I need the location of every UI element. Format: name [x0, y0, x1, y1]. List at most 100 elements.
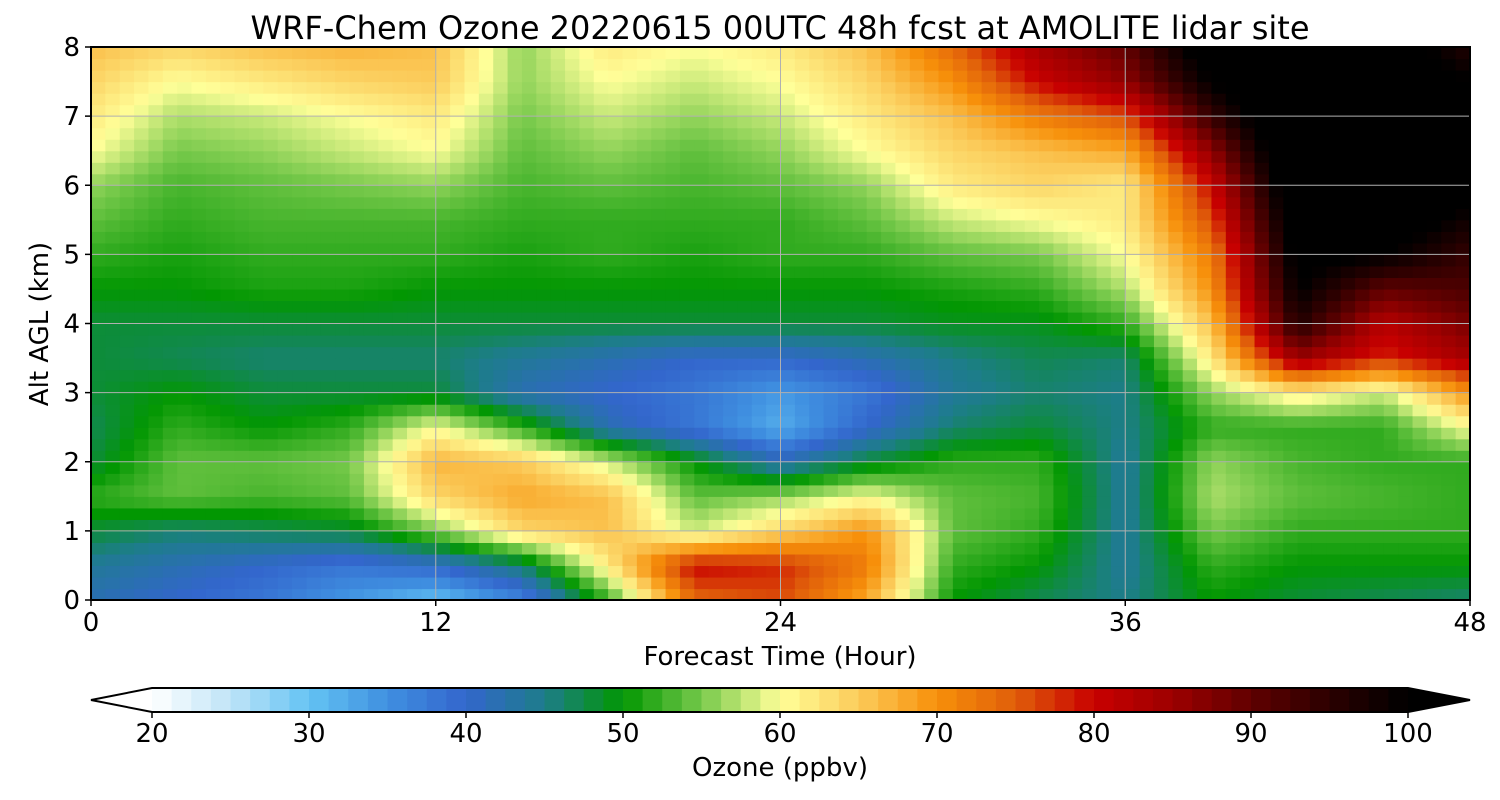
heatmap-cell: [1240, 208, 1256, 221]
heatmap-cell: [766, 162, 782, 175]
heatmap-cell: [1182, 139, 1198, 152]
heatmap-cell: [363, 311, 379, 325]
heatmap-cell: [593, 185, 609, 198]
heatmap-cell: [177, 58, 193, 71]
heatmap-cell: [751, 231, 767, 244]
heatmap-cell: [1153, 542, 1169, 555]
heatmap-cell: [1039, 450, 1055, 463]
heatmap-cell: [636, 369, 652, 382]
heatmap-cell: [665, 173, 681, 186]
heatmap-cell: [852, 335, 868, 348]
heatmap-cell: [1039, 358, 1055, 371]
heatmap-cell: [1426, 519, 1442, 532]
colorbar-swatch: [799, 688, 820, 712]
heatmap-cell: [450, 185, 466, 198]
heatmap-cell: [708, 358, 724, 371]
heatmap-cell: [593, 484, 609, 497]
heatmap-cell: [579, 265, 595, 279]
heatmap-cell: [708, 473, 724, 486]
heatmap-cell: [766, 231, 782, 244]
heatmap-cell: [852, 576, 868, 590]
heatmap-cell: [1039, 369, 1055, 382]
heatmap-cell: [1441, 173, 1457, 186]
heatmap-cell: [837, 242, 853, 255]
heatmap-cell: [507, 358, 523, 371]
heatmap-cell: [895, 208, 911, 221]
heatmap-cell: [852, 323, 868, 336]
heatmap-cell: [450, 300, 466, 313]
heatmap-cell: [191, 553, 207, 567]
heatmap-cell: [952, 93, 968, 106]
heatmap-cell: [1168, 576, 1184, 590]
heatmap-cell: [1412, 277, 1428, 290]
heatmap-cell: [220, 404, 236, 417]
heatmap-cell: [852, 127, 868, 140]
heatmap-cell: [1225, 553, 1241, 567]
heatmap-cell: [464, 70, 480, 83]
heatmap-cell: [1268, 242, 1284, 255]
heatmap-cell: [737, 438, 753, 451]
heatmap-cell: [665, 311, 681, 325]
heatmap-cell: [823, 461, 839, 474]
heatmap-cell: [837, 219, 853, 232]
colorbar-swatch: [662, 688, 683, 712]
heatmap-cell: [981, 58, 997, 71]
heatmap-cell: [521, 254, 537, 267]
heatmap-cell: [464, 565, 480, 578]
colorbar-swatch: [760, 688, 781, 712]
heatmap-cell: [1153, 438, 1169, 451]
heatmap-cell: [1254, 173, 1270, 186]
heatmap-cell: [148, 311, 164, 325]
heatmap-cell: [1053, 553, 1069, 567]
heatmap-cell: [1369, 185, 1385, 198]
heatmap-cell: [1355, 323, 1371, 336]
heatmap-cell: [579, 139, 595, 152]
heatmap-cell: [550, 58, 566, 71]
heatmap-cell: [335, 335, 351, 348]
heatmap-cell: [1024, 81, 1040, 94]
heatmap-cell: [938, 104, 954, 117]
heatmap-cell: [1024, 300, 1040, 313]
heatmap-cell: [134, 93, 150, 106]
heatmap-cell: [1340, 116, 1356, 129]
heatmap-cell: [536, 70, 552, 83]
heatmap-cell: [536, 208, 552, 221]
heatmap-cell: [651, 116, 667, 129]
heatmap-cell: [292, 231, 308, 244]
heatmap-cell: [1412, 450, 1428, 463]
heatmap-cell: [292, 323, 308, 336]
heatmap-cell: [421, 346, 437, 359]
heatmap-cell: [277, 242, 293, 255]
heatmap-cell: [1010, 196, 1026, 209]
heatmap-cell: [665, 484, 681, 497]
heatmap-cell: [521, 358, 537, 371]
heatmap-cell: [1024, 104, 1040, 117]
heatmap-cell: [881, 288, 897, 302]
heatmap-cell: [565, 519, 580, 532]
heatmap-cell: [1139, 139, 1155, 152]
heatmap-cell: [665, 450, 681, 463]
heatmap-cell: [1039, 311, 1055, 325]
heatmap-cell: [1311, 519, 1327, 532]
heatmap-cell: [162, 311, 178, 325]
heatmap-cell: [148, 93, 164, 106]
heatmap-cell: [1283, 47, 1299, 60]
heatmap-cell: [205, 104, 221, 117]
heatmap-cell: [952, 358, 968, 371]
heatmap-cell: [1398, 381, 1414, 394]
heatmap-cell: [1139, 150, 1155, 163]
heatmap-cell: [536, 553, 552, 567]
heatmap-cell: [995, 473, 1011, 486]
heatmap-cell: [1168, 127, 1184, 140]
heatmap-cell: [191, 530, 207, 543]
heatmap-cell: [320, 415, 336, 428]
heatmap-cell: [1082, 173, 1098, 186]
heatmap-cell: [119, 208, 135, 221]
heatmap-cell: [1326, 542, 1342, 555]
heatmap-cell: [263, 415, 279, 428]
heatmap-cell: [119, 473, 135, 486]
heatmap-cell: [205, 519, 221, 532]
heatmap-cell: [967, 127, 983, 140]
heatmap-cell: [780, 335, 796, 348]
heatmap-cell: [708, 404, 724, 417]
